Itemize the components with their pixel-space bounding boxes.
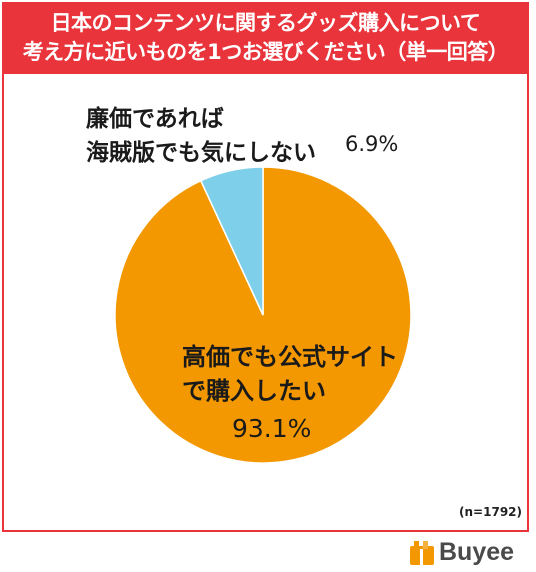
buyee-logo: Buyee [409,538,514,567]
slice-value-pirated: 6.9% [345,132,399,156]
slice-value-official: 93.1% [232,414,312,443]
pie-slice-pirated [199,166,264,316]
buyee-bag-icon [410,540,434,565]
brand-name: Buyee [439,538,515,566]
slice-label-official-line-2: で購入したい [182,377,326,405]
title-line-2: 考え方に近いものを1つお選びください（単一回答） [22,40,509,64]
slice-label-official: 高価でも公式サイト で購入したい [182,340,398,408]
slice-label-pirated: 廉価であれば 海賊版でも気にしない [86,102,316,170]
chart-title: 日本のコンテンツに関するグッズ購入について 考え方に近いものを1つお選びください… [2,2,529,74]
sample-size-note: (n=1792) [459,505,522,519]
title-line-1: 日本のコンテンツに関するグッズ購入について [50,11,481,35]
slice-label-official-line-1: 高価でも公式サイト [182,343,398,371]
slice-label-pirated-line-2: 海賊版でも気にしない [86,140,316,166]
slice-label-pirated-line-1: 廉価であれば [86,106,224,132]
